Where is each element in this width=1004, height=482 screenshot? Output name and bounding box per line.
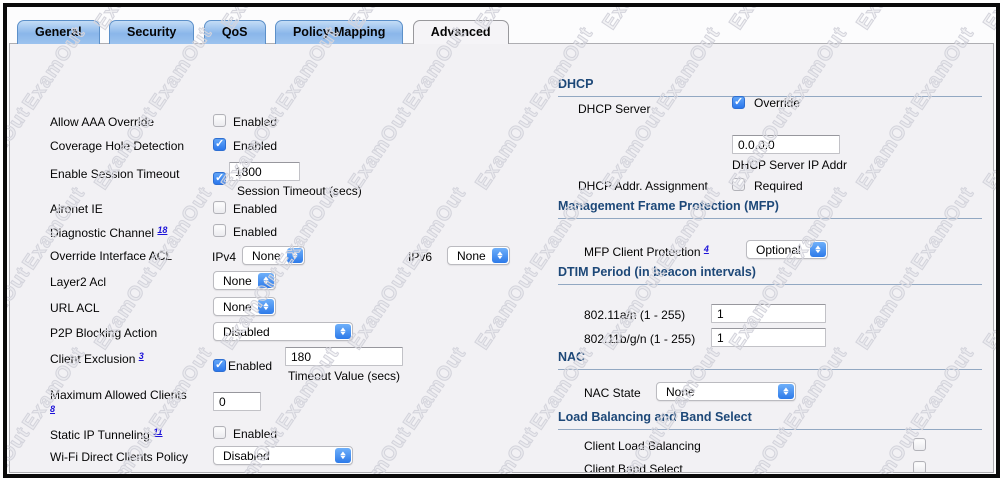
maximum-allowed-clients-label: Maximum Allowed Clients 8: [50, 388, 187, 414]
select-stepper-icon: ▲ ▼: [492, 248, 508, 263]
client-load-balancing-checkbox[interactable]: [913, 438, 926, 451]
dtim-80211an-label: 802.11a/n (1 - 255): [584, 308, 686, 322]
layer2-acl-label: Layer2 Acl: [50, 275, 107, 289]
enable-session-timeout-label: Enable Session Timeout: [50, 167, 180, 181]
dtim-80211bgn-label: 802.11b/g/n (1 - 255): [584, 332, 696, 346]
wlan-tab-bar: General Security QoS Policy-Mapping Adva…: [17, 20, 514, 45]
maximum-allowed-clients-footnote-link[interactable]: 8: [50, 404, 56, 414]
load-balancing-section-header: Load Balancing and Band Select: [558, 410, 982, 430]
dhcp-addr-assignment-checkbox[interactable]: [732, 178, 745, 191]
static-ip-tunneling-checkbox-label: Enabled: [233, 427, 278, 441]
select-stepper-icon: ▲ ▼: [335, 448, 351, 463]
select-stepper-icon: ▲ ▼: [778, 384, 794, 399]
coverage-hole-detection-label: Coverage Hole Detection: [50, 139, 185, 153]
session-timeout-caption: Session Timeout (secs): [237, 184, 362, 198]
nac-state-select[interactable]: None ▲ ▼: [656, 382, 796, 401]
wifi-direct-clients-policy-label: Wi-Fi Direct Clients Policy: [50, 450, 189, 464]
ipv6-label: IPv6: [408, 250, 433, 264]
client-exclusion-checkbox-label: Enabled: [228, 359, 273, 373]
p2p-blocking-action-label: P2P Blocking Action: [50, 326, 158, 340]
maximum-allowed-clients-input[interactable]: [213, 392, 261, 411]
allow-aaa-override-checkbox-label: Enabled: [233, 115, 278, 129]
mfp-client-protection-footnote-link[interactable]: 4: [703, 244, 709, 254]
enable-session-timeout-checkbox[interactable]: [213, 171, 226, 185]
select-stepper-icon: ▲ ▼: [258, 273, 274, 288]
wifi-direct-clients-policy-select[interactable]: Disabled ▲ ▼: [213, 446, 353, 465]
tab-general[interactable]: General: [17, 20, 100, 44]
dhcp-addr-assignment-checkbox-label: Required: [754, 179, 803, 193]
client-exclusion-checkbox[interactable]: [213, 358, 226, 372]
static-ip-tunneling-label: Static IP Tunneling 11: [50, 427, 163, 442]
ipv4-label: IPv4: [212, 250, 237, 264]
select-stepper-icon: ▲ ▼: [287, 248, 303, 263]
aironet-ie-label: Aironet IE: [50, 202, 103, 216]
mfp-client-protection-select[interactable]: Optional ▲ ▼: [746, 240, 828, 259]
p2p-blocking-action-select[interactable]: Disabled ▲ ▼: [213, 322, 353, 341]
dtim-80211bgn-input[interactable]: [711, 328, 826, 347]
override-interface-acl-label: Override Interface ACL: [50, 249, 173, 263]
coverage-hole-detection-checkbox-label: Enabled: [233, 139, 278, 153]
dtim-section-header: DTIM Period (in beacon intervals): [558, 265, 982, 285]
client-load-balancing-label: Client Load Balancing: [584, 439, 701, 453]
advanced-tab-panel: Allow AAA Override Enabled Coverage Hole…: [9, 43, 994, 473]
layer2-acl-select[interactable]: None ▲ ▼: [213, 271, 276, 290]
right-column: DHCP DHCP Server Override DHCP Server IP…: [556, 44, 993, 473]
nac-section-header: NAC: [558, 350, 982, 370]
client-exclusion-label: Client Exclusion 3: [50, 351, 144, 366]
client-band-select-label: Client Band Select: [584, 462, 683, 473]
tab-security[interactable]: Security: [109, 20, 195, 44]
aironet-ie-checkbox-label: Enabled: [233, 202, 278, 216]
tab-advanced[interactable]: Advanced: [412, 20, 509, 44]
select-stepper-icon: ▲ ▼: [335, 324, 351, 339]
static-ip-tunneling-footnote-link[interactable]: 11: [153, 427, 163, 437]
ipv6-acl-select[interactable]: None ▲ ▼: [447, 246, 510, 265]
dhcp-server-ip-caption: DHCP Server IP Addr: [732, 158, 847, 172]
diagnostic-channel-footnote-link[interactable]: 18: [157, 225, 168, 235]
aironet-ie-checkbox[interactable]: [213, 201, 226, 214]
wlan-advanced-window: General Security QoS Policy-Mapping Adva…: [3, 3, 1000, 478]
allow-aaa-override-label: Allow AAA Override: [50, 115, 155, 129]
dtim-80211an-input[interactable]: [711, 304, 826, 323]
dhcp-server-override-checkbox-label: Override: [754, 96, 801, 110]
coverage-hole-detection-checkbox[interactable]: [213, 137, 226, 151]
mfp-client-protection-label: MFP Client Protection 4: [584, 244, 709, 259]
examout-watermark-text: ExamOut: [725, 7, 797, 34]
url-acl-label: URL ACL: [50, 301, 100, 315]
diagnostic-channel-checkbox[interactable]: [213, 224, 226, 237]
tab-qos[interactable]: QoS: [203, 20, 266, 44]
examout-watermark-text: ExamOut: [598, 7, 670, 34]
allow-aaa-override-checkbox[interactable]: [213, 114, 226, 127]
client-exclusion-footnote-link[interactable]: 3: [138, 351, 144, 361]
select-stepper-icon: ▲ ▼: [810, 242, 826, 257]
diagnostic-channel-label: Diagnostic Channel 18: [50, 225, 168, 240]
dhcp-server-override-checkbox[interactable]: [732, 95, 745, 109]
client-exclusion-caption: Timeout Value (secs): [288, 369, 401, 383]
dhcp-addr-assignment-label: DHCP Addr. Assignment: [578, 179, 708, 193]
mfp-section-header: Management Frame Protection (MFP): [558, 199, 982, 219]
left-column: Allow AAA Override Enabled Coverage Hole…: [41, 44, 546, 472]
examout-watermark-text: ExamOut: [852, 7, 924, 34]
ipv4-acl-select[interactable]: None ▲ ▼: [242, 246, 305, 265]
session-timeout-input[interactable]: [229, 162, 300, 181]
tab-policy-mapping[interactable]: Policy-Mapping: [274, 20, 404, 44]
dhcp-server-ip-input[interactable]: [732, 135, 840, 154]
diagnostic-channel-checkbox-label: Enabled: [233, 225, 278, 239]
client-band-select-checkbox[interactable]: [913, 461, 926, 472]
dhcp-server-label: DHCP Server: [578, 102, 651, 116]
static-ip-tunneling-checkbox[interactable]: [213, 426, 226, 439]
client-exclusion-timeout-input[interactable]: [285, 347, 403, 366]
select-stepper-icon: ▲ ▼: [258, 299, 274, 314]
examout-watermark-text: ExamOut: [979, 7, 996, 34]
url-acl-select[interactable]: None ▲ ▼: [213, 297, 276, 316]
dhcp-section-header: DHCP: [558, 77, 982, 97]
nac-state-label: NAC State: [584, 386, 641, 400]
